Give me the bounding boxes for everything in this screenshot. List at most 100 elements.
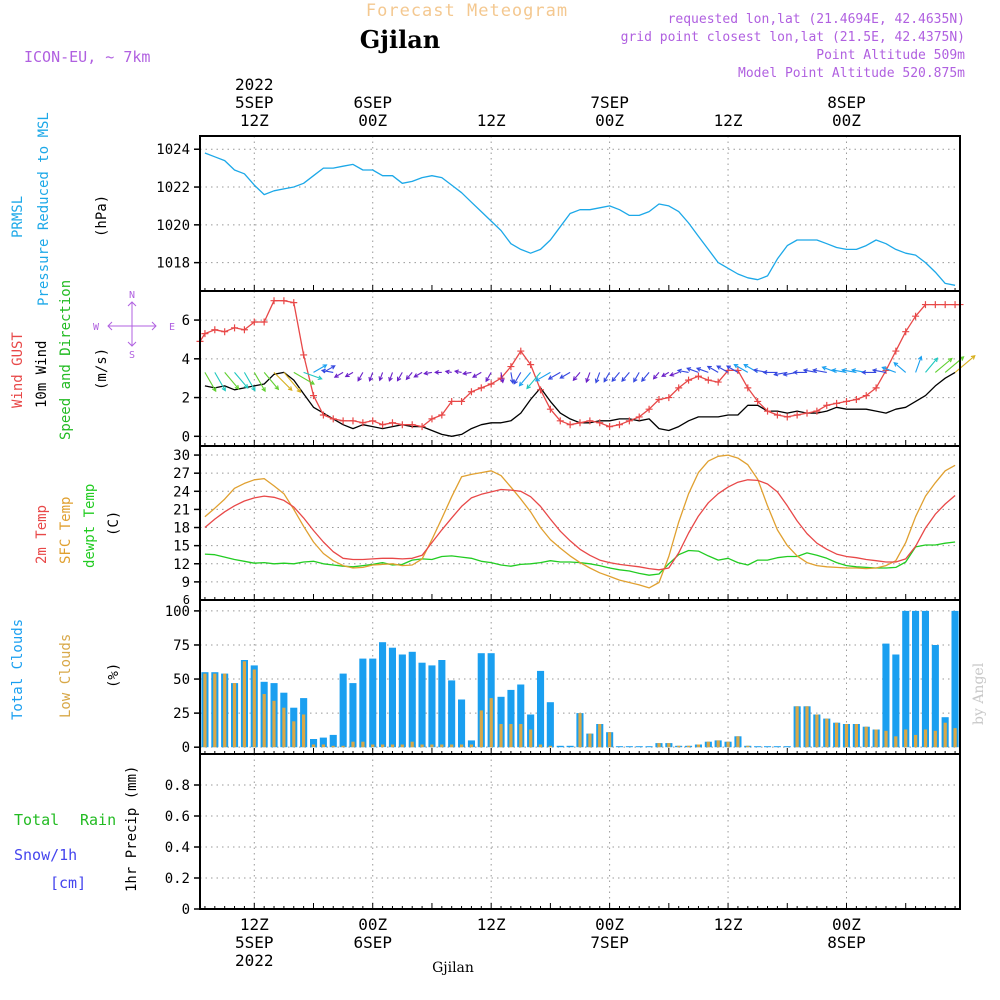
gust-marker <box>260 318 268 326</box>
low-cloud-bar <box>509 724 513 748</box>
precip-frame <box>199 753 961 910</box>
precip-ytick-label: 0.2 <box>165 871 190 887</box>
total-cloud-bar <box>379 642 387 748</box>
total-cloud-bar <box>882 643 890 748</box>
wind-arrow <box>423 370 432 376</box>
top-time-label: 12Z <box>477 111 506 130</box>
wind-ytick-label: 6 <box>182 313 190 329</box>
low-cloud-bar <box>410 741 414 748</box>
wind-arrow <box>204 372 217 393</box>
pressure-labels: PRMSL Pressure Reduced to MSL (hPa) <box>10 112 110 306</box>
low-cloud-bar <box>499 724 503 748</box>
low-cloud-bar <box>282 707 286 748</box>
wind-arrow <box>915 355 923 373</box>
bottom-time-label: 12Z <box>714 915 743 934</box>
requested-coords: requested lon,lat (21.4694E, 42.4635N) <box>668 12 965 27</box>
total-cloud-bar <box>615 746 623 748</box>
gust-marker <box>467 388 475 396</box>
gust-marker <box>458 397 466 405</box>
wind-arrow <box>320 368 334 374</box>
low-cloud-bar <box>213 673 217 748</box>
wind-arrow <box>621 372 630 382</box>
gust-marker <box>902 328 910 336</box>
clouds-ytick-label: 100 <box>165 604 190 620</box>
gust-marker <box>754 397 762 405</box>
precip-ytick-label: 0.8 <box>165 778 190 794</box>
wind-ytick-label: 0 <box>182 429 190 445</box>
gust-marker <box>221 328 229 336</box>
clouds-unit: (%) <box>106 663 122 688</box>
low-cloud-bar <box>203 673 207 748</box>
wind-arrow <box>871 368 887 374</box>
low-cloud-bar <box>331 745 335 748</box>
low-cloud-bar <box>361 741 365 748</box>
low-cloud-bar <box>746 745 750 748</box>
wind-arrow <box>706 365 719 373</box>
gust-marker <box>418 423 426 431</box>
low-cloud-bar <box>292 721 296 748</box>
wind-arrow <box>934 357 953 373</box>
wind-arrow <box>676 368 689 374</box>
wind-ytick-label: 4 <box>182 352 190 368</box>
wind-unit: (m/s) <box>94 348 110 390</box>
wind-arrow <box>725 365 739 373</box>
bottom-time-label: 00Z <box>595 915 624 934</box>
wind-arrow <box>652 372 660 380</box>
wind-arrow <box>547 371 561 380</box>
gust-marker <box>537 386 545 394</box>
wind-arrow <box>333 371 344 378</box>
low-cloud-bar <box>519 724 523 748</box>
low-cloud-bar <box>578 713 582 748</box>
gust-marker <box>290 299 298 307</box>
total-cloud-bar <box>388 647 396 748</box>
low-cloud-bar <box>252 669 256 748</box>
total-cloud-bar <box>892 654 900 748</box>
wind-arrow <box>733 364 749 373</box>
total-cloud-bar <box>359 658 367 748</box>
wind-arrow <box>263 372 280 391</box>
low-cloud-bar <box>854 724 858 748</box>
wind-arrow <box>661 371 670 377</box>
clouds-panel: 0 25 50 75 100 <box>165 599 961 756</box>
low-cloud-bar <box>805 706 809 748</box>
temp-ytick-label: 30 <box>173 448 190 464</box>
low-cloud-bar <box>232 683 237 748</box>
total-cloud-bar <box>477 653 485 748</box>
low-cloud-bar <box>460 744 464 748</box>
temp-unit: (C) <box>106 511 122 536</box>
low-cloud-bar <box>844 724 849 748</box>
point-altitude: Point Altitude 509m <box>816 48 965 63</box>
bottom-time-label: 6SEP <box>353 933 392 952</box>
total-cloud-bar <box>458 699 466 748</box>
wind-gust-label: Wind GUST <box>10 332 26 408</box>
gust-marker <box>408 421 416 429</box>
gust-marker <box>329 415 337 423</box>
low-cloud-bar <box>874 729 878 748</box>
wind-arrow <box>861 370 877 375</box>
bottom-time-label: 5SEP <box>235 933 274 952</box>
wind-arrow <box>405 372 413 381</box>
wind-arrow <box>224 372 240 390</box>
bottom-time-label: 12Z <box>240 915 269 934</box>
low-cloud-bar <box>667 743 671 748</box>
wind-arrow <box>357 372 364 382</box>
gust-marker <box>280 297 288 305</box>
gust-marker <box>388 419 396 427</box>
wind-arrow <box>669 371 679 377</box>
low-cloud-bar <box>716 740 720 748</box>
low-cloud-bar <box>262 694 266 748</box>
total-cloud-bar <box>418 662 426 748</box>
wind-arrow <box>253 372 266 393</box>
wind-arrow <box>716 365 729 373</box>
gust-marker <box>872 384 880 392</box>
total-cloud-bar <box>912 610 920 748</box>
compass-n: N <box>129 290 135 301</box>
precip-ytick-label: 0 <box>182 902 190 918</box>
bottom-time-label: 00Z <box>358 915 387 934</box>
low-cloud-bar <box>548 745 552 748</box>
gust-marker <box>625 417 633 425</box>
low-cloud-bar <box>677 745 681 748</box>
gust-marker <box>339 417 347 425</box>
total-cloud-bar <box>635 746 643 748</box>
clouds-ytick-label: 0 <box>182 740 190 756</box>
